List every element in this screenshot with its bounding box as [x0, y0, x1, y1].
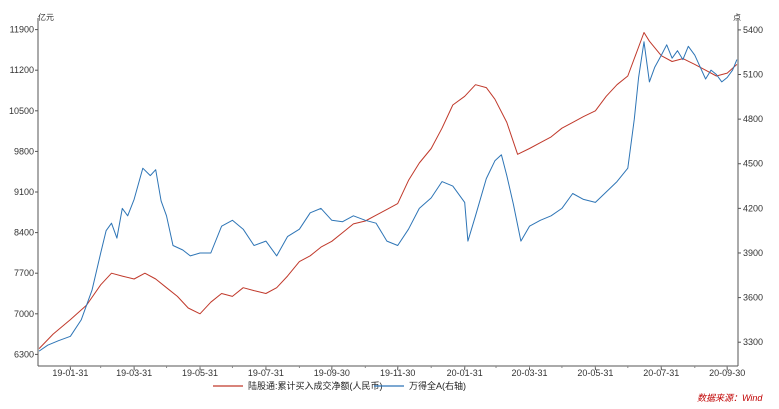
x-axis: 19-01-31 19-03-31 19-05-31 19-07-31 19-09-30…	[52, 366, 745, 378]
x-tick-label: 20-05-31	[577, 368, 613, 378]
x-tick-label: 19-03-31	[116, 368, 152, 378]
left-tick-label: 7000	[14, 309, 34, 319]
series-line-wind-all-a	[38, 41, 738, 352]
right-tick-label: 3900	[743, 248, 763, 258]
left-tick-label: 8400	[14, 228, 34, 238]
series-line-netbuy	[38, 32, 738, 349]
left-y-axis: 6300 7000 7700 8400 9100 9800 10500 11200 11900	[9, 25, 38, 359]
legend: 陆股通:累计买入成交净额(人民币) 万得全A(右轴)	[213, 380, 466, 391]
series-layer	[38, 32, 738, 352]
right-tick-label: 4800	[743, 114, 763, 124]
left-tick-label: 10500	[9, 106, 34, 116]
x-tick-label: 19-01-31	[52, 368, 88, 378]
left-tick-label: 11900	[10, 25, 34, 35]
x-tick-label: 19-05-31	[182, 368, 218, 378]
left-tick-label: 7700	[14, 268, 34, 278]
right-tick-label: 4500	[743, 159, 763, 169]
x-tick-label: 20-09-30	[709, 368, 745, 378]
legend-label-netbuy: 陆股通:累计买入成交净额(人民币)	[248, 380, 383, 391]
right-tick-label: 3600	[743, 293, 763, 303]
left-tick-label: 11200	[10, 65, 34, 75]
right-tick-label: 5400	[743, 25, 763, 35]
x-tick-label: 19-07-31	[248, 368, 284, 378]
source-note: 数据来源：Wind	[697, 393, 763, 403]
right-y-axis: 3300 3600 3900 4200 4500 4800 5100 5400	[738, 25, 763, 347]
left-tick-label: 9100	[14, 187, 34, 197]
x-tick-label: 19-09-30	[314, 368, 350, 378]
right-tick-label: 5100	[743, 70, 763, 80]
x-tick-label: 20-03-31	[511, 368, 547, 378]
right-tick-label: 4200	[743, 203, 763, 213]
left-tick-label: 6300	[14, 349, 34, 359]
right-axis-unit: 点	[733, 13, 741, 22]
left-axis-unit: 亿元	[38, 12, 54, 22]
left-tick-label: 9800	[14, 146, 34, 156]
x-tick-label: 20-07-31	[643, 368, 679, 378]
right-tick-label: 3300	[743, 337, 763, 347]
legend-label-wind-all-a: 万得全A(右轴)	[409, 380, 466, 391]
x-tick-label: 20-01-31	[447, 368, 483, 378]
x-tick-label: 19-11-30	[380, 368, 415, 378]
